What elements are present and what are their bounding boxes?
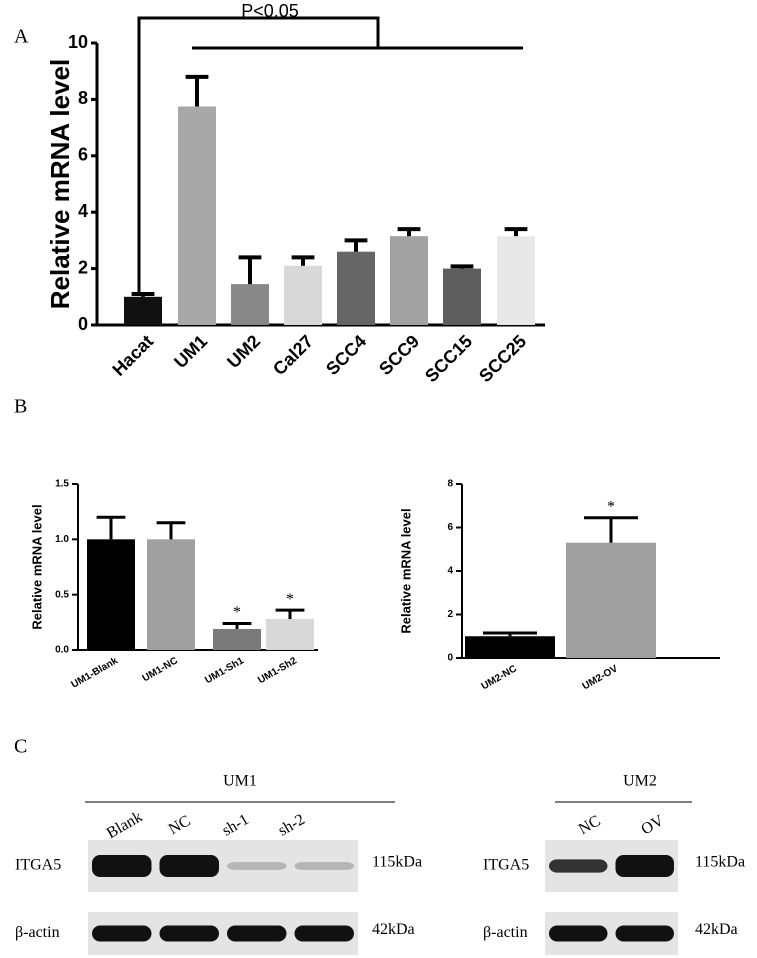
row-label: β-actin (483, 924, 528, 941)
y-tick-label: 6 (447, 522, 453, 533)
x-tick-label: SCC25 (475, 331, 530, 386)
y-tick-label: 0.5 (55, 589, 69, 600)
y-tick-label: 0.0 (55, 645, 69, 656)
error-bar (185, 74, 209, 107)
lane-label: NC (576, 812, 604, 838)
error-bar (584, 516, 638, 543)
panel-label: C (14, 736, 27, 758)
blot-band (159, 925, 219, 942)
x-tick-label: SCC9 (375, 331, 423, 379)
x-tick-label: UM1 (170, 331, 211, 372)
y-axis-label: Relative mRNA level (45, 59, 75, 309)
x-tick-label: UM1-Sh2 (256, 655, 299, 686)
bar (124, 296, 162, 325)
bar (566, 542, 656, 658)
blot-band (92, 855, 152, 877)
row-label: ITGA5 (483, 857, 529, 874)
size-label: 42kDa (695, 921, 738, 938)
blot-band (227, 862, 287, 870)
error-bar (131, 291, 155, 297)
significance-bracket (137, 16, 523, 295)
bar (443, 268, 481, 325)
blot-band (615, 855, 674, 877)
y-tick-label: 8 (447, 479, 453, 490)
x-tick-label: Hacat (108, 331, 157, 380)
x-tick-label: UM1-NC (141, 655, 180, 684)
x-tick-label: SCC15 (421, 331, 476, 386)
y-tick-label: 0 (78, 314, 88, 334)
blot-band (294, 925, 354, 942)
panel-label: B (14, 396, 27, 418)
blot-band (227, 925, 287, 942)
y-tick-label: 6 (78, 145, 88, 165)
bar (284, 265, 322, 325)
x-tick-label: UM2-OV (581, 663, 620, 692)
x-tick-label: UM1-Blank (70, 655, 121, 691)
error-bar (275, 608, 305, 620)
lane-label: sh-2 (275, 811, 307, 840)
blot-band (92, 925, 152, 942)
annotation: P<0.05 (241, 1, 299, 21)
error-bar (156, 521, 186, 540)
y-tick-label: 4 (447, 566, 453, 577)
bar (465, 636, 555, 658)
error-bar (504, 227, 528, 237)
y-tick-label: 1.0 (55, 534, 69, 545)
error-bar (397, 227, 421, 237)
bar (337, 251, 375, 325)
y-tick-label: 10 (68, 32, 88, 52)
row-label: β-actin (15, 924, 60, 941)
error-bar (291, 255, 315, 266)
y-tick-label: 2 (78, 257, 88, 277)
y-tick-label: 1.5 (55, 479, 69, 490)
y-axis-label: Relative mRNA level (29, 504, 44, 629)
blot-band (549, 925, 608, 942)
significance-mark: * (607, 498, 615, 515)
bar (390, 236, 428, 325)
blot-band (294, 862, 354, 870)
lane-label: sh-1 (219, 811, 251, 840)
x-tick-label: UM2-NC (480, 663, 519, 692)
bar (231, 284, 269, 325)
panel-label: A (14, 26, 29, 48)
blot-band (549, 859, 608, 873)
x-tick-label: SCC4 (322, 331, 370, 379)
error-bar (222, 621, 252, 629)
error-bar (96, 515, 126, 540)
bar (266, 619, 314, 650)
y-axis-label: Relative mRNA level (398, 508, 413, 633)
significance-mark: * (286, 591, 294, 608)
error-bar (483, 631, 537, 637)
size-label: 115kDa (372, 854, 422, 871)
size-label: 42kDa (372, 921, 415, 938)
blot-band (615, 925, 674, 942)
blot-group: UM2 (623, 773, 657, 790)
blot-group: UM1 (223, 773, 257, 790)
bar (147, 539, 195, 650)
x-tick-label: UM2 (223, 331, 264, 372)
significance-mark: * (233, 604, 241, 621)
error-bar (450, 264, 474, 269)
y-tick-label: 4 (78, 201, 88, 221)
x-tick-label: UM1-Sh1 (203, 655, 246, 686)
error-bar (238, 255, 262, 285)
bar (497, 236, 535, 325)
lane-label: Blank (104, 808, 146, 842)
bar (178, 106, 216, 325)
blot-band (159, 855, 219, 877)
y-tick-label: 0 (447, 653, 453, 664)
error-bar (344, 238, 368, 252)
x-tick-label: Cal27 (269, 331, 317, 379)
row-label: ITGA5 (15, 857, 61, 874)
lane-label: NC (166, 812, 194, 838)
y-tick-label: 2 (447, 609, 453, 620)
lane-label: OV (638, 812, 667, 838)
bar (87, 539, 135, 650)
size-label: 115kDa (695, 854, 745, 871)
y-tick-label: 8 (78, 88, 88, 108)
bar (213, 628, 261, 650)
